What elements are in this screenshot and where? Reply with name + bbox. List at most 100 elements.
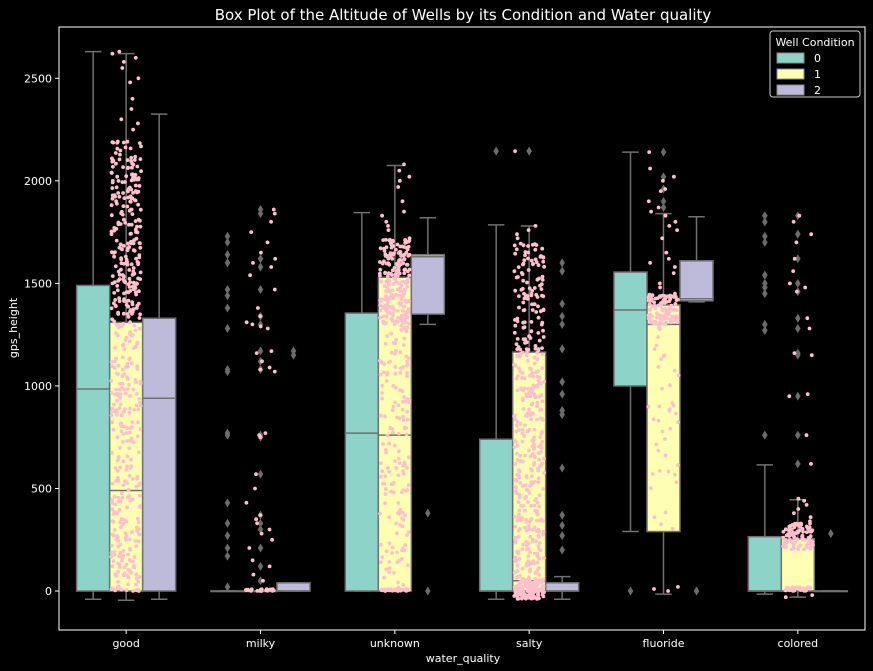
strip-point	[258, 513, 263, 517]
strip-point	[126, 222, 131, 227]
strip-point	[128, 547, 133, 552]
strip-point	[401, 418, 406, 422]
box-flier	[762, 270, 768, 280]
strip-point	[399, 297, 404, 301]
strip-point	[402, 587, 407, 592]
strip-point	[118, 152, 122, 157]
strip-point	[528, 394, 533, 399]
box-flier	[795, 254, 801, 264]
strip-point	[536, 378, 541, 383]
strip-point	[536, 480, 541, 484]
strip-point	[109, 203, 114, 208]
box-flier	[257, 285, 264, 295]
strip-point	[781, 529, 786, 534]
strip-point	[517, 305, 521, 310]
strip-point	[110, 317, 115, 322]
strip-point	[539, 443, 543, 447]
box-flier	[762, 326, 768, 336]
strip-point	[796, 507, 801, 511]
strip-point	[530, 288, 534, 293]
strip-point	[259, 531, 264, 536]
strip-point	[138, 224, 143, 229]
strip-point	[390, 294, 395, 299]
strip-point	[529, 417, 534, 422]
strip-point	[249, 587, 254, 592]
strip-point	[394, 273, 398, 278]
strip-point	[519, 503, 523, 508]
strip-point	[512, 445, 517, 450]
strip-point	[136, 261, 141, 265]
strip-point	[390, 427, 395, 431]
strip-point	[120, 381, 125, 386]
strip-point	[530, 444, 535, 449]
strip-point	[394, 385, 398, 390]
strip-point	[532, 462, 536, 467]
strip-point	[124, 431, 129, 435]
strip-point	[531, 385, 536, 390]
strip-point	[271, 207, 276, 212]
strip-point	[126, 246, 130, 251]
strip-point	[128, 320, 133, 325]
strip-point	[536, 263, 541, 267]
strip-point	[117, 49, 122, 54]
strip-point	[650, 293, 655, 298]
strip-point	[133, 219, 138, 224]
box-flier	[224, 367, 231, 377]
legend-label: 0	[814, 52, 821, 65]
strip-point	[130, 165, 134, 170]
legend: Well Condition 0 1 2	[769, 30, 861, 98]
strip-point	[523, 595, 527, 599]
strip-point	[127, 339, 132, 344]
strip-point	[525, 297, 530, 301]
box-flier	[795, 459, 801, 469]
strip-point	[116, 457, 121, 462]
strip-point	[389, 587, 393, 592]
strip-point	[255, 589, 260, 593]
strip-point	[530, 242, 535, 247]
strip-point	[124, 468, 129, 472]
strip-point	[402, 267, 407, 272]
strip-point	[396, 456, 401, 461]
strip-point	[672, 174, 676, 179]
box-flier	[559, 258, 565, 268]
strip-point	[114, 199, 118, 204]
strip-point	[110, 586, 115, 591]
strip-point	[116, 325, 121, 330]
strip-point	[380, 391, 384, 395]
strip-point	[660, 429, 665, 434]
strip-point	[379, 461, 383, 466]
strip-point	[658, 285, 662, 290]
strip-point	[110, 500, 114, 505]
box-flier	[660, 172, 667, 182]
strip-point	[808, 519, 812, 524]
strip-point	[131, 266, 136, 270]
strip-point	[399, 317, 403, 321]
strip-point	[120, 495, 125, 500]
strip-point	[519, 518, 523, 522]
strip-point	[534, 260, 539, 265]
strip-point	[528, 483, 532, 488]
strip-point	[666, 589, 670, 593]
strip-point	[380, 383, 385, 388]
strip-point	[676, 373, 681, 378]
strip-point	[384, 294, 388, 299]
strip-point	[525, 411, 530, 415]
strip-point	[405, 533, 409, 537]
strip-point	[405, 262, 409, 267]
box-flier	[828, 529, 834, 539]
strip-point	[384, 321, 388, 325]
strip-point	[135, 164, 140, 169]
strip-point	[110, 140, 115, 145]
strip-point	[515, 590, 520, 594]
strip-point	[113, 502, 118, 507]
strip-point	[405, 285, 409, 289]
y-tick-label: 1500	[24, 277, 52, 290]
strip-point	[138, 427, 143, 432]
strip-point	[515, 518, 520, 523]
box-series-1-fluoride	[646, 147, 681, 595]
strip-point	[654, 311, 659, 316]
strip-point	[403, 298, 408, 303]
strip-point	[529, 320, 534, 324]
strip-point	[134, 236, 139, 241]
strip-point	[405, 325, 410, 330]
